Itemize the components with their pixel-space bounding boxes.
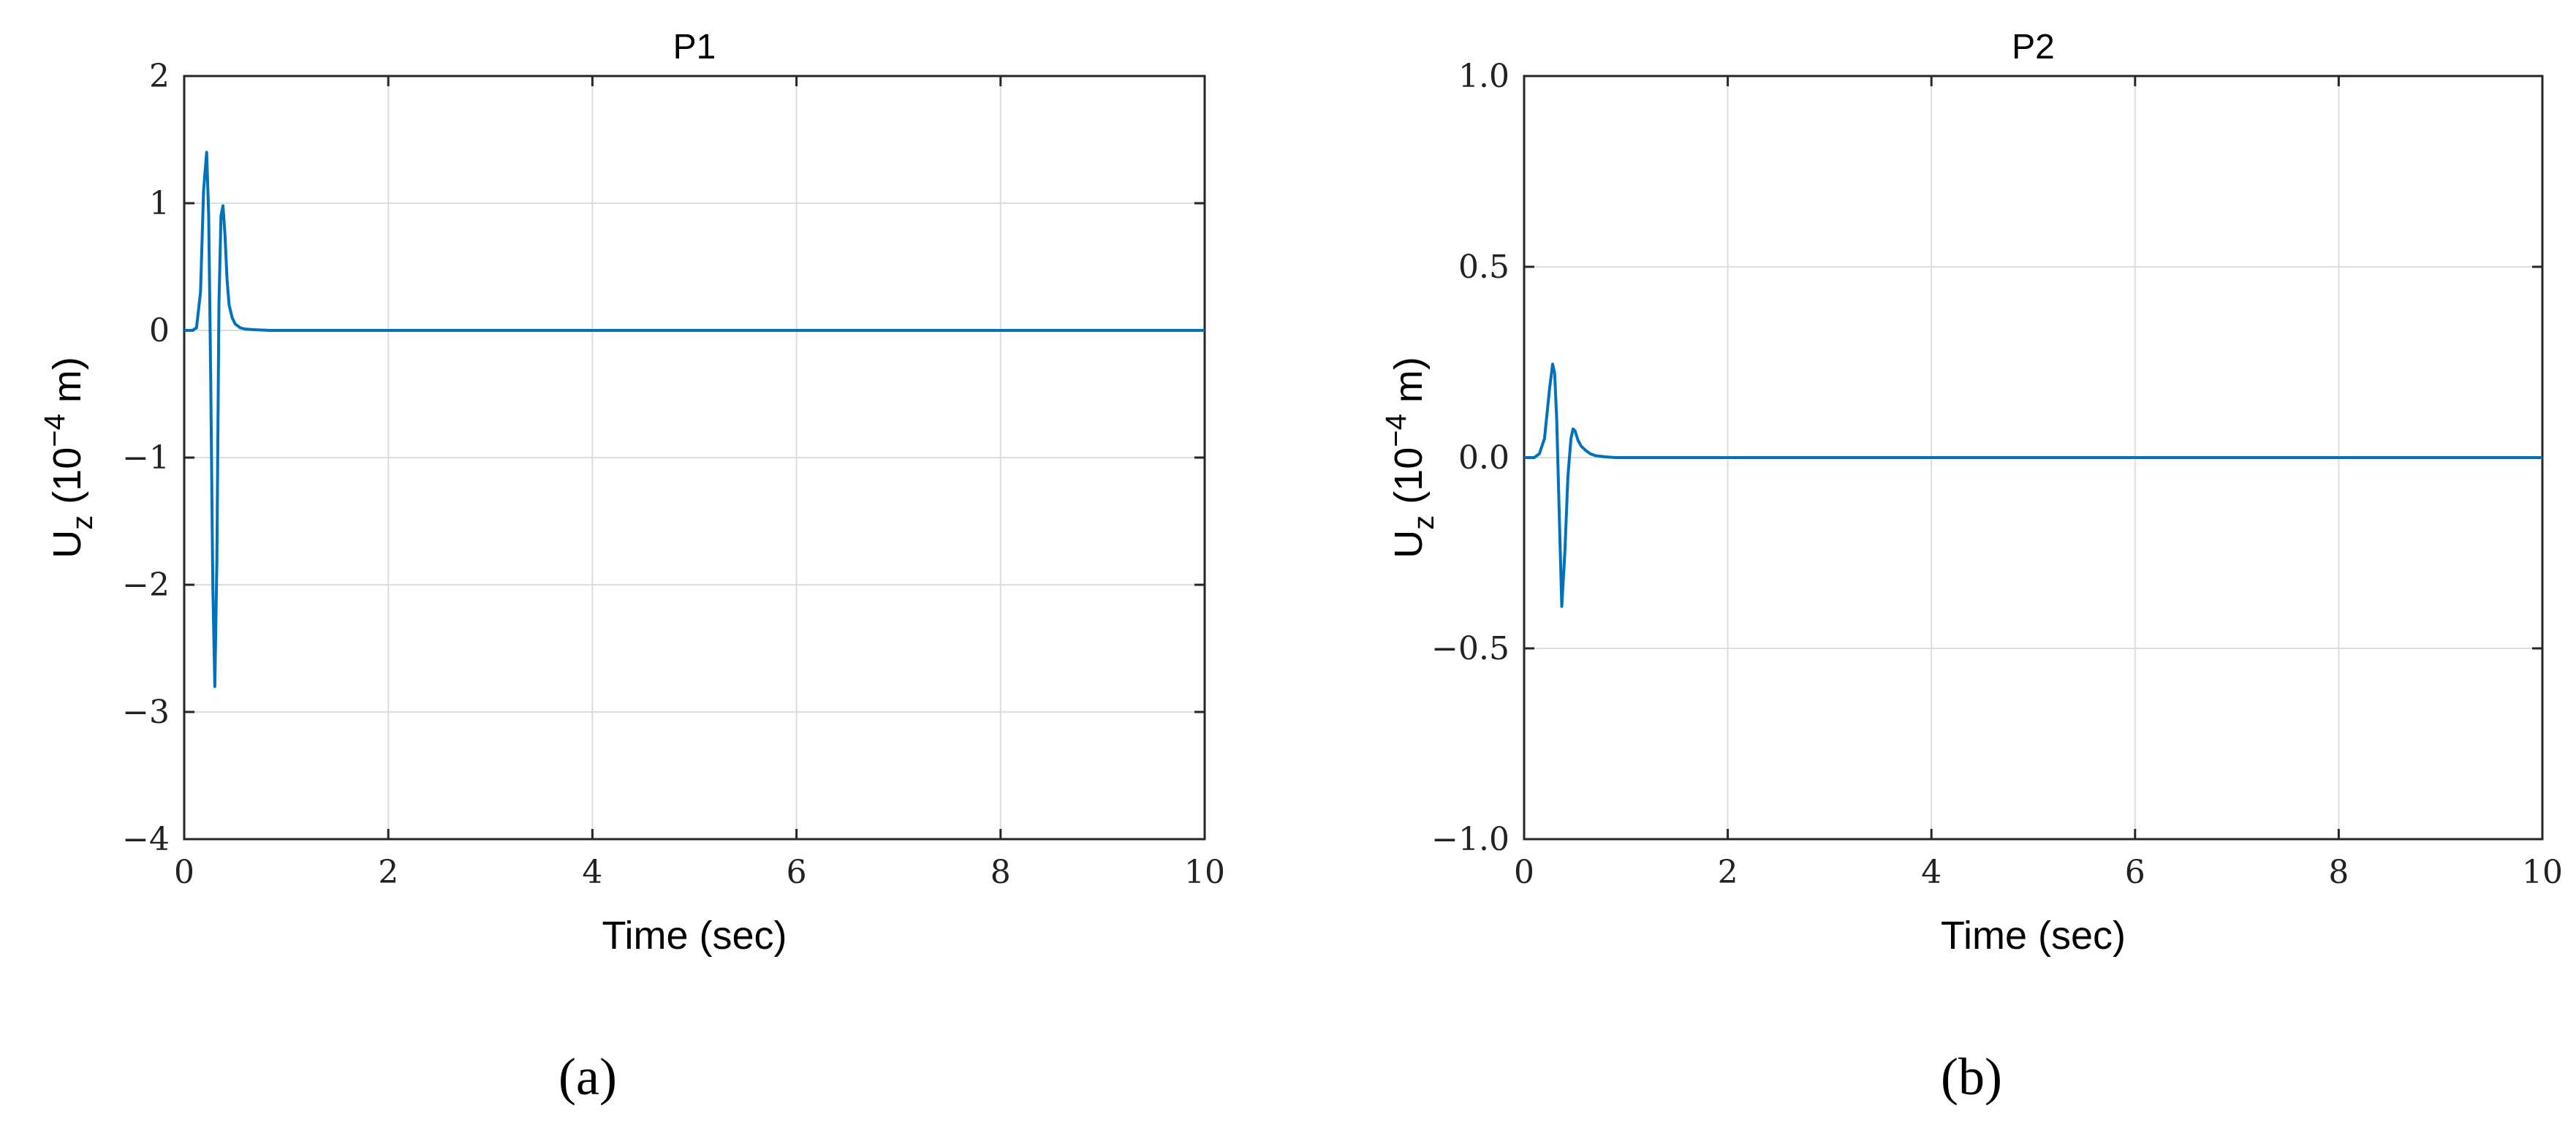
x-tick-label: 6 — [2125, 854, 2145, 891]
x-tick-label: 4 — [1921, 854, 1942, 891]
x-tick-label: 6 — [787, 854, 807, 891]
y-axis-label-pre: (10 — [45, 447, 89, 515]
x-tick-label: 4 — [582, 854, 602, 891]
y-axis-label-main: U — [45, 530, 89, 558]
x-tick-label: 10 — [2522, 854, 2563, 891]
grid-lines — [184, 76, 1205, 839]
y-tick-label: 0 — [149, 312, 170, 349]
chart-panel-b: 0 2 4 6 8 10 −1.0 −0.5 0.0 0.5 1.0 P2 Time (sec) Uz (… — [1380, 28, 2563, 1106]
panel-caption: (a) — [558, 1047, 617, 1106]
x-tick-label: 2 — [378, 854, 398, 891]
y-axis-label: Uz (10−4 m) — [1380, 357, 1440, 558]
x-tick-label: 8 — [2328, 854, 2349, 891]
x-axis-label: Time (sec) — [602, 914, 787, 958]
y-tick-label: 2 — [149, 58, 170, 95]
series-line-0 — [184, 151, 1205, 689]
y-tick-label: −4 — [122, 821, 170, 858]
y-axis-label-exp: −4 — [39, 414, 71, 447]
y-axis-label-post: m) — [45, 357, 89, 414]
y-tick-label: 1.0 — [1458, 58, 1509, 95]
x-tick-label: 8 — [990, 854, 1011, 891]
y-tick-label: −1.0 — [1431, 821, 1509, 858]
y-tick-label: −2 — [122, 566, 170, 604]
y-tick-label: −3 — [122, 694, 170, 731]
y-axis-label-sub: z — [1408, 515, 1440, 530]
panel-caption: (b) — [1941, 1047, 2002, 1106]
y-axis-label-main: U — [1387, 530, 1431, 558]
y-axis-label-post: m) — [1387, 357, 1431, 414]
x-axis-label: Time (sec) — [1941, 914, 2126, 958]
x-tick-label: 0 — [1514, 854, 1534, 891]
chart-title: P1 — [673, 28, 716, 67]
y-axis-label: Uz (10−4 m) — [39, 357, 99, 558]
chart-title: P2 — [2012, 28, 2055, 67]
y-axis-label-sub: z — [67, 515, 99, 530]
y-axis-label-exp: −4 — [1380, 414, 1412, 447]
y-tick-label: 0.5 — [1458, 249, 1509, 286]
y-tick-label: 1 — [149, 185, 170, 222]
x-tick-label: 10 — [1184, 854, 1225, 891]
series-line-0 — [1524, 363, 2542, 608]
y-tick-label: 0.0 — [1458, 439, 1509, 477]
y-tick-label: −0.5 — [1431, 630, 1509, 667]
x-tick-label: 2 — [1718, 854, 1738, 891]
y-tick-label: −1 — [122, 439, 170, 477]
y-axis-label-pre: (10 — [1387, 447, 1431, 515]
x-tick-label: 0 — [174, 854, 194, 891]
